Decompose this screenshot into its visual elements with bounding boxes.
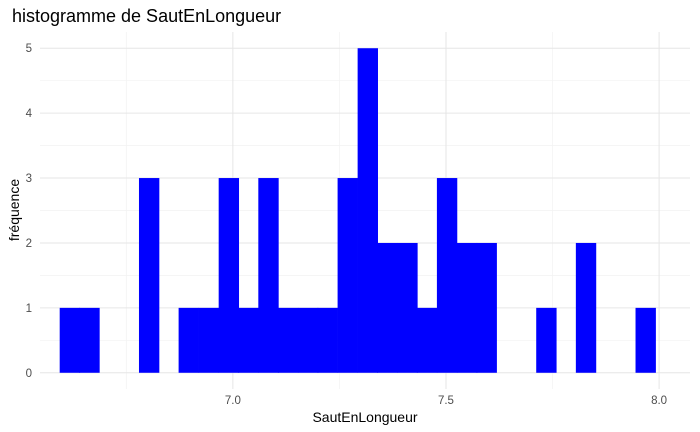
histogram-bar: [456, 242, 478, 373]
y-axis-ticks: 0 1 2 3 4 5: [26, 43, 33, 380]
histogram-bar: [436, 178, 458, 373]
x-tick-label: 7.5: [438, 395, 454, 407]
histogram-bar: [138, 178, 160, 373]
histogram-bar: [536, 307, 557, 373]
histogram-bar: [377, 242, 398, 373]
y-axis-label: fréquence: [6, 179, 22, 241]
x-axis-label: SautEnLongueur: [312, 409, 417, 425]
histogram-bar: [476, 242, 497, 373]
y-tick-label: 2: [26, 238, 32, 250]
histogram-bar: [238, 307, 259, 373]
histogram-bar: [297, 307, 319, 373]
y-tick-label: 4: [26, 108, 33, 120]
histogram-bar: [357, 48, 378, 373]
histogram-bar: [416, 307, 438, 373]
histogram-bar: [635, 307, 656, 373]
x-tick-label: 8.0: [651, 395, 667, 407]
histogram-bar: [575, 242, 597, 373]
histogram-bar: [218, 178, 240, 373]
histogram-bar: [258, 178, 279, 373]
y-tick-label: 1: [26, 303, 32, 315]
bars: [59, 48, 656, 373]
histogram-bar: [277, 307, 299, 373]
chart-title: histogramme de SautEnLongueur: [12, 6, 281, 26]
histogram-bar: [317, 307, 338, 373]
y-tick-label: 0: [26, 368, 32, 380]
histogram-bar: [178, 307, 199, 373]
histogram-bar: [79, 307, 100, 373]
x-axis-ticks: 7.0 7.5 8.0: [225, 395, 667, 407]
histogram-bar: [198, 307, 220, 373]
histogram-bar: [59, 307, 81, 373]
histogram-bar: [397, 242, 418, 373]
y-tick-label: 5: [26, 43, 32, 55]
histogram-bar: [337, 178, 358, 373]
x-tick-label: 7.0: [225, 395, 241, 407]
y-tick-label: 3: [26, 173, 32, 185]
